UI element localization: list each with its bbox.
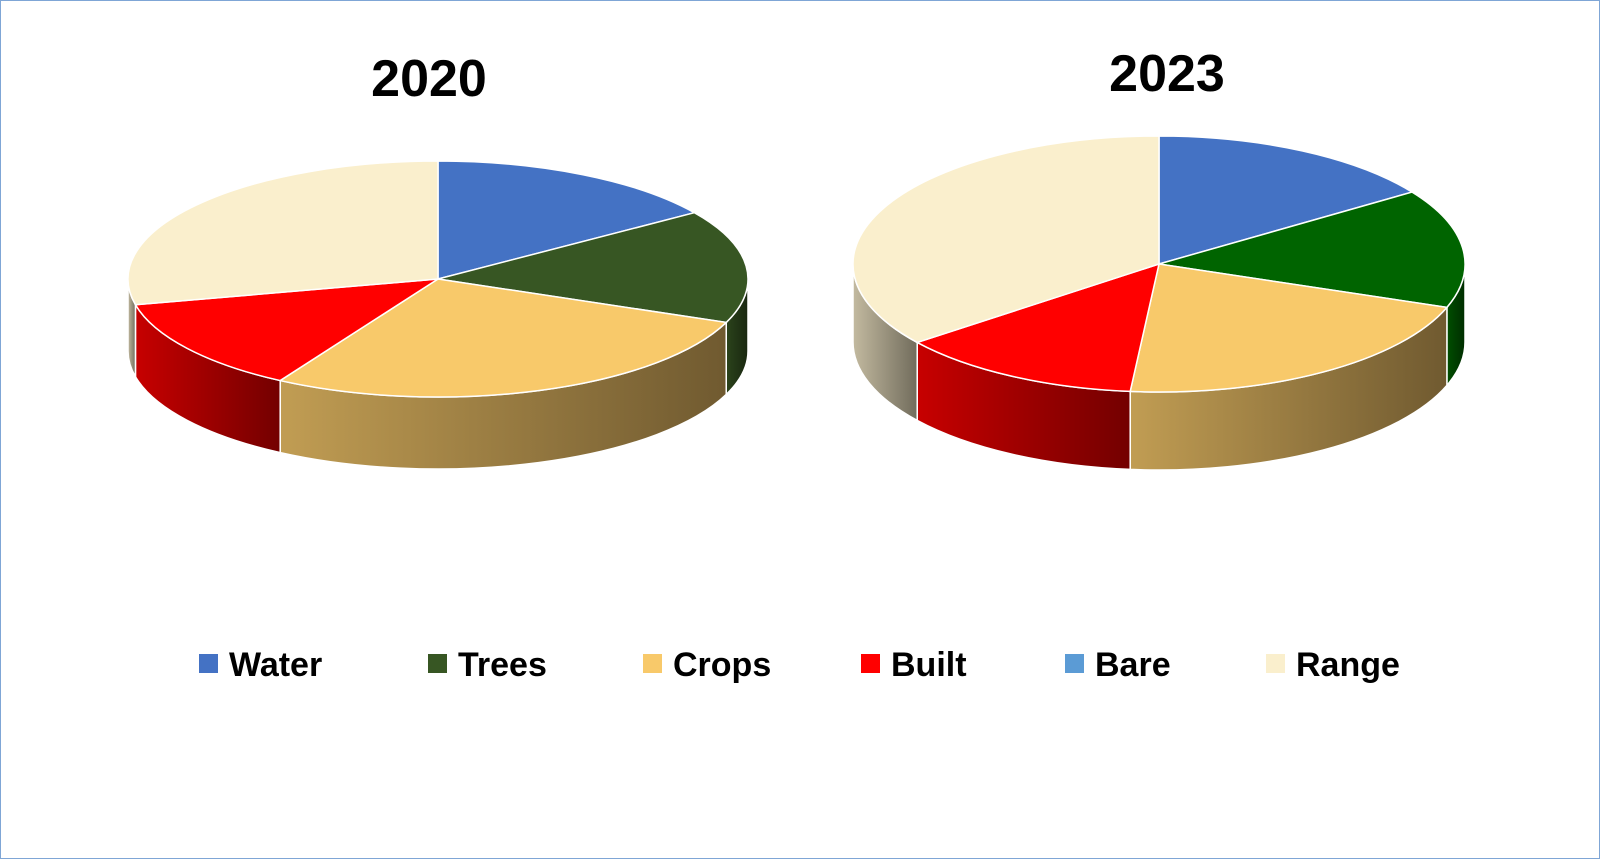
slice-trees-2020 <box>437 211 749 324</box>
legend-item-trees: Trees <box>428 646 547 684</box>
legend-item-range: Range <box>1266 646 1400 684</box>
pie-sides <box>852 263 1466 471</box>
slice-water-2020 <box>437 160 697 280</box>
legend-item-crops: Crops <box>643 646 771 684</box>
legend: Water Trees Crops Built Bare Range <box>199 646 1400 684</box>
legend-swatch-built <box>861 654 880 673</box>
legend-label-bare: Bare <box>1095 646 1171 684</box>
pie-top <box>127 160 749 398</box>
pie-top <box>852 135 1466 393</box>
legend-item-bare: Bare <box>1065 646 1171 684</box>
legend-swatch-range <box>1266 654 1285 673</box>
slice-crops-2023 <box>1129 263 1449 393</box>
legend-label-crops: Crops <box>673 646 771 684</box>
slice-trees-2023 <box>1158 191 1466 309</box>
slice-crops-2020 <box>278 278 728 398</box>
legend-label-range: Range <box>1296 646 1400 684</box>
legend-swatch-crops <box>643 654 662 673</box>
slice-built-2023 <box>915 262 1161 393</box>
chart-title-2020: 2020 <box>371 50 487 108</box>
pie-chart-2020 <box>127 160 749 470</box>
legend-item-water: Water <box>199 646 322 684</box>
legend-label-trees: Trees <box>458 646 547 684</box>
pie-chart-2023 <box>852 135 1466 471</box>
legend-swatch-trees <box>428 654 447 673</box>
slice-range-2020 <box>127 160 439 306</box>
slice-water-2023 <box>1158 135 1414 265</box>
legend-swatch-water <box>199 654 218 673</box>
legend-label-built: Built <box>891 646 967 684</box>
legend-item-built: Built <box>861 646 967 684</box>
chart-title-2023: 2023 <box>1109 45 1225 103</box>
legend-label-water: Water <box>229 646 322 684</box>
slice-built-2020 <box>134 278 439 382</box>
legend-swatch-bare <box>1065 654 1084 673</box>
slice-range-2023 <box>852 135 1160 344</box>
